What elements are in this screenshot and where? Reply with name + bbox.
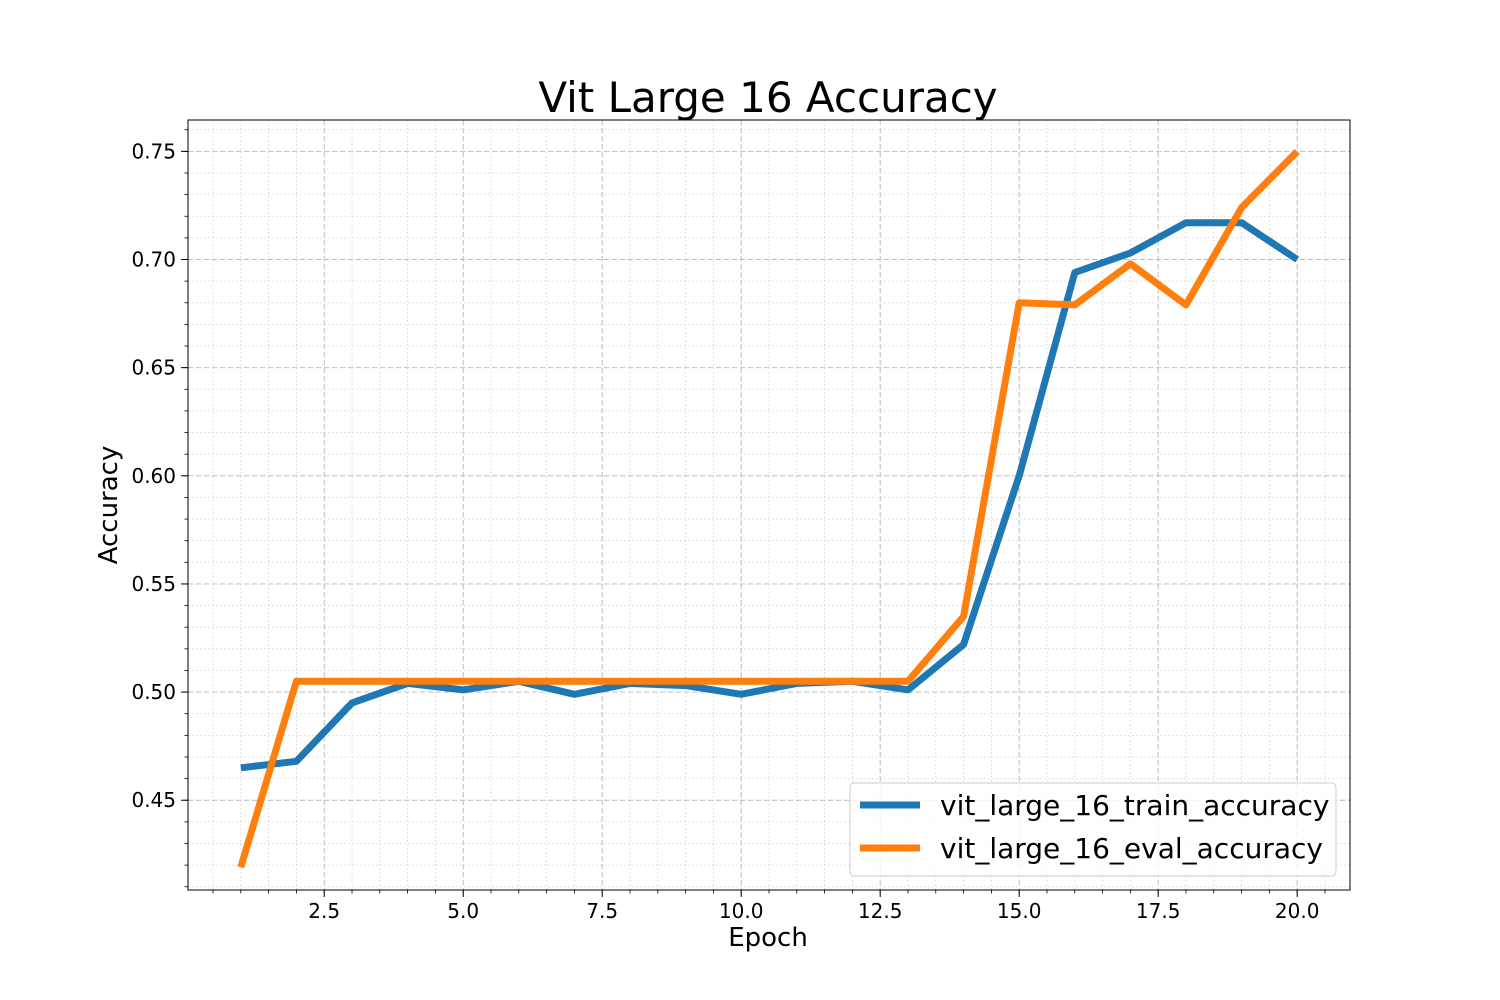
x-tick-label: 20.0 xyxy=(1275,899,1320,923)
y-tick-label: 0.55 xyxy=(131,572,176,596)
x-axis-label: Epoch xyxy=(728,923,808,953)
y-tick-label: 0.60 xyxy=(131,464,176,488)
chart-title: Vit Large 16 Accuracy xyxy=(538,73,997,122)
x-tick-label: 2.5 xyxy=(308,899,340,923)
x-tick-label: 5.0 xyxy=(447,899,479,923)
series-line-1 xyxy=(237,148,1300,869)
x-tick-label: 12.5 xyxy=(858,899,903,923)
x-tick-label: 17.5 xyxy=(1136,899,1181,923)
x-tick-label: 15.0 xyxy=(997,899,1042,923)
axis-ticks: 2.5 5.0 7.5 10.0 12.5 15.0 17.5 20.0 0.45 0.50 0.5… xyxy=(131,129,1326,923)
y-tick-label: 0.45 xyxy=(131,788,176,812)
y-tick-label: 0.70 xyxy=(131,248,176,272)
series-layer xyxy=(237,148,1300,869)
x-tick-label: 10.0 xyxy=(719,899,764,923)
legend-label-eval: vit_large_16_eval_accuracy xyxy=(940,832,1323,865)
x-tick-label: 7.5 xyxy=(586,899,618,923)
y-axis-label: Accuracy xyxy=(94,446,124,565)
y-tick-label: 0.50 xyxy=(131,680,176,704)
y-tick-label: 0.75 xyxy=(131,139,176,163)
y-tick-label: 0.65 xyxy=(131,356,176,380)
minor-grid xyxy=(188,120,1350,890)
legend: vit_large_16_train_accuracy vit_large_16… xyxy=(849,782,1337,877)
legend-box xyxy=(849,782,1337,877)
legend-label-train: vit_large_16_train_accuracy xyxy=(940,789,1329,822)
